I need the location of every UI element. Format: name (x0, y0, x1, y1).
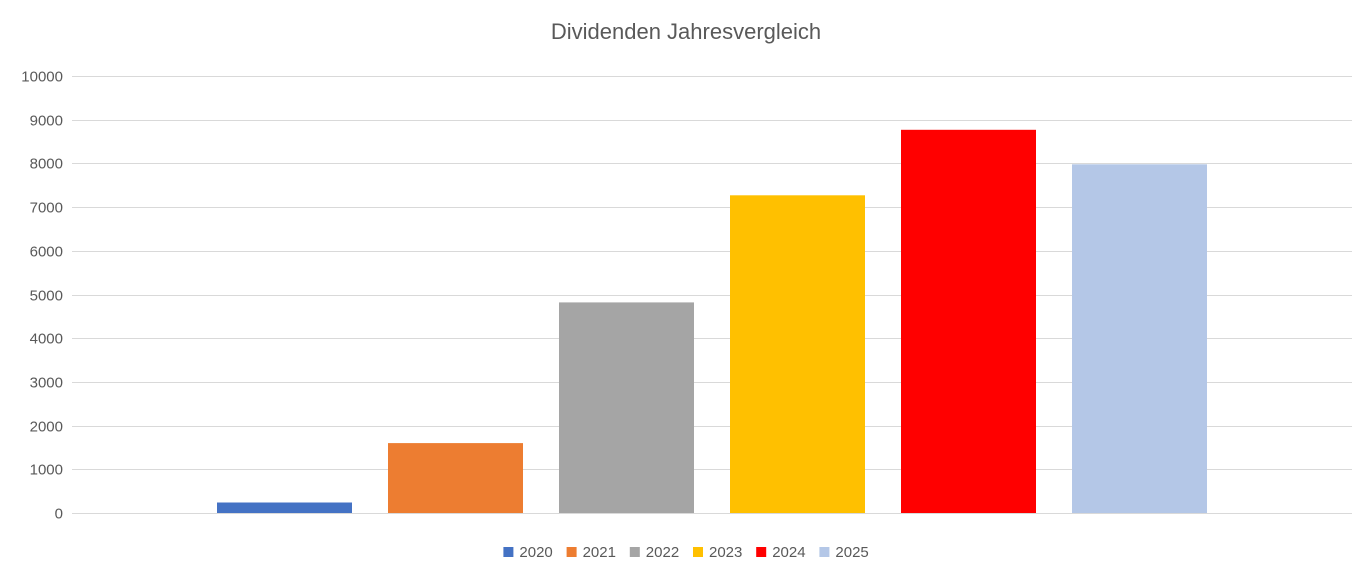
legend-label-2020: 2020 (519, 544, 552, 561)
bars (217, 129, 1207, 514)
legend: 2020 2021 2022 2023 2024 2025 (503, 544, 869, 561)
legend-swatch-2023 (693, 547, 703, 557)
chart-title: Dividenden Jahresvergleich (551, 19, 821, 44)
legend-swatch-2024 (756, 547, 767, 557)
legend-swatch-2020 (503, 547, 514, 557)
y-tick-label: 3000 (30, 375, 63, 392)
legend-label-2024: 2024 (772, 544, 805, 561)
legend-swatch-2021 (566, 547, 577, 557)
legend-label-2021: 2021 (583, 544, 616, 561)
legend-swatch-2022 (629, 547, 640, 557)
y-tick-label: 10000 (21, 69, 63, 86)
y-tick-label: 0 (55, 506, 63, 523)
gridlines (72, 76, 1352, 514)
bar-2024 (901, 129, 1036, 514)
bar-2023 (730, 195, 865, 514)
bar-2020 (217, 502, 352, 513)
y-tick-label: 4000 (30, 331, 63, 348)
legend-swatch-2025 (819, 547, 830, 557)
y-tick-label: 2000 (30, 419, 63, 436)
y-tick-label: 7000 (30, 200, 63, 217)
y-tick-label: 5000 (30, 288, 63, 305)
y-tick-label: 6000 (30, 244, 63, 261)
bar-2025 (1072, 164, 1207, 514)
y-tick-label: 9000 (30, 113, 63, 130)
y-tick-label: 1000 (30, 462, 63, 479)
y-axis-ticks: 0 1000 2000 3000 4000 5000 6000 7000 8000 9000 100… (21, 69, 63, 523)
y-tick-label: 8000 (30, 156, 63, 173)
legend-label-2025: 2025 (835, 544, 868, 561)
bar-2021 (388, 443, 523, 513)
bar-2022 (559, 302, 694, 513)
legend-label-2022: 2022 (646, 544, 679, 561)
legend-label-2023: 2023 (709, 544, 742, 561)
